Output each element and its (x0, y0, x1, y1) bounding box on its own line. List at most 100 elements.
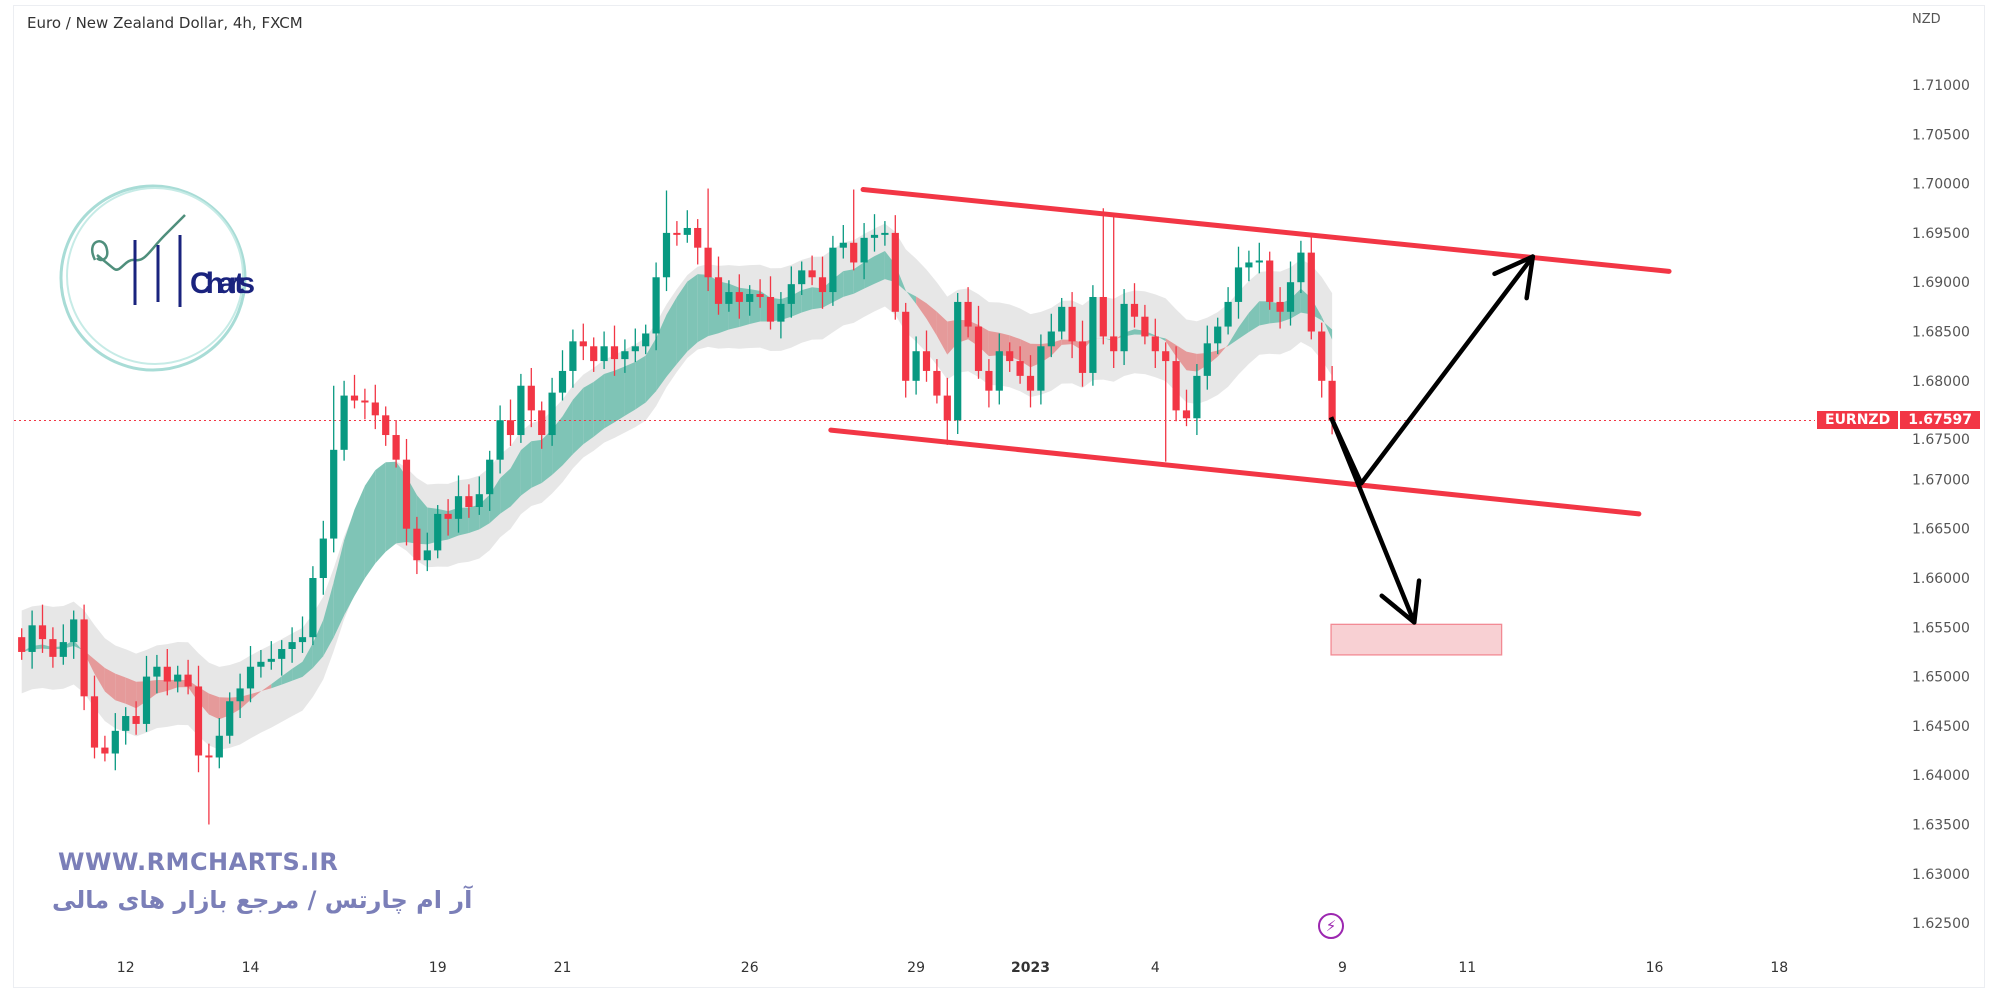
candle (746, 285, 754, 316)
ema-ribbon-segment (292, 661, 303, 681)
candle-body (194, 686, 203, 756)
ema-ribbon-segment (864, 256, 875, 289)
candle (1286, 261, 1295, 326)
candle (527, 367, 535, 428)
candle (1182, 389, 1191, 427)
candle (1266, 251, 1274, 310)
candle (361, 388, 369, 420)
candle-body (122, 716, 130, 731)
candle-body (943, 395, 951, 421)
candle-body (361, 400, 369, 403)
candle (402, 438, 411, 546)
ema-ribbon-segment (1228, 327, 1239, 347)
ema-ribbon-segment (593, 373, 605, 437)
chart-frame (13, 5, 1985, 988)
candle-body (1203, 343, 1211, 376)
candle-body (1026, 375, 1035, 391)
price-tick-label: 1.63500 (1912, 818, 1970, 834)
candle (423, 532, 431, 572)
candle (434, 505, 442, 559)
last-price-tag: EURNZD 1.67597 (1817, 411, 1980, 429)
ema-ribbon-segment (843, 269, 854, 297)
ema-ribbon-segment (1103, 338, 1114, 342)
candle (756, 279, 764, 308)
candle-body (465, 496, 473, 508)
candle-body (1214, 326, 1222, 344)
ema-ribbon-segment (801, 287, 813, 313)
candle (215, 718, 223, 769)
time-tick-label: 19 (429, 960, 447, 976)
candle (350, 374, 359, 409)
ema-ribbon-segment (645, 338, 657, 403)
candle-body (309, 578, 317, 638)
candle-body (673, 232, 681, 235)
candle (850, 189, 858, 271)
ema-ribbon-segment (323, 582, 334, 657)
ema-ribbon-segment (468, 504, 480, 533)
candle-body (59, 642, 67, 657)
candle-body (1068, 306, 1076, 342)
candle (943, 377, 951, 445)
candle-body (933, 370, 941, 396)
website-watermark: WWW.RMCHARTS.IR (58, 848, 339, 876)
ema-ribbon-segment (728, 283, 740, 330)
bounce-arrow-head (1492, 254, 1536, 277)
time-tick-label: 11 (1458, 960, 1476, 976)
slogan-watermark: آر ام چارتس / مرجع بازار های مالی (52, 886, 473, 914)
candle (1203, 325, 1211, 390)
candle (226, 692, 234, 744)
candle (974, 305, 983, 379)
candle (569, 329, 577, 388)
ema-ribbon-segment (624, 361, 636, 416)
candle-body (1172, 361, 1180, 411)
candle (205, 743, 213, 825)
time-tick-label: 16 (1646, 960, 1664, 976)
time-tick-label: 12 (117, 960, 135, 976)
candle (413, 516, 421, 575)
candle-body (49, 639, 57, 657)
ema-ribbon-segment (697, 274, 709, 343)
price-tick-label: 1.67000 (1912, 472, 1970, 488)
candle (1172, 346, 1180, 422)
candle-body (881, 232, 889, 235)
breakdown-arrow-head (1412, 578, 1422, 625)
ema-ribbon-segment (312, 619, 324, 668)
candle-body (18, 637, 26, 652)
ema-ribbon-segment (604, 370, 615, 429)
candle-body (517, 385, 525, 436)
ema-ribbon-segment (354, 485, 365, 596)
candle-body (538, 410, 546, 436)
candle-body (1130, 303, 1139, 317)
ema-ribbon-segment (208, 693, 220, 720)
candle-body (1141, 316, 1149, 337)
candle (1120, 289, 1128, 366)
candle (839, 225, 847, 259)
candle (548, 377, 556, 446)
ema-ribbon-segment (167, 679, 178, 691)
candle-body (850, 242, 858, 263)
candle (1058, 297, 1066, 340)
candle-body (163, 666, 171, 682)
candle-body (434, 513, 442, 551)
chart-title: Euro / New Zealand Dollar, 4h, FXCM (27, 14, 303, 32)
ema-ribbon-segment (614, 366, 625, 423)
candle (90, 675, 99, 759)
candle (298, 616, 307, 653)
candle (922, 330, 931, 382)
candle (59, 624, 67, 665)
candle-body (725, 292, 733, 304)
candle (80, 604, 88, 711)
candle-body (1328, 380, 1336, 421)
candle-body (330, 449, 338, 539)
candle (631, 328, 639, 363)
candle-body (1078, 341, 1087, 373)
candle-body (153, 666, 161, 677)
candle-body (90, 696, 99, 748)
lightning-icon[interactable]: ⚡ (1318, 913, 1344, 939)
candle (558, 350, 567, 401)
candle (1276, 287, 1284, 329)
candle (870, 214, 879, 252)
candle (132, 701, 140, 735)
ema-ribbon-segment (1321, 316, 1333, 340)
